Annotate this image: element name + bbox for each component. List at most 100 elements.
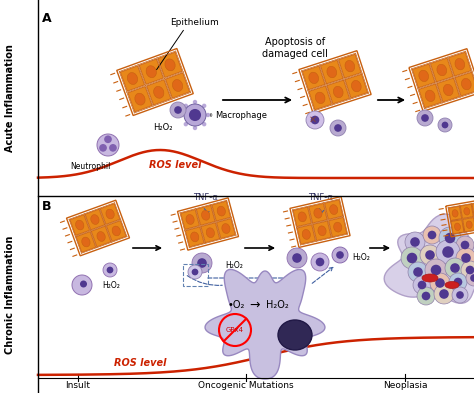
Ellipse shape (106, 209, 114, 219)
Circle shape (435, 278, 445, 288)
Circle shape (466, 270, 474, 286)
Text: A: A (42, 12, 52, 25)
Polygon shape (128, 86, 152, 112)
Polygon shape (212, 201, 230, 221)
Ellipse shape (206, 228, 214, 238)
Ellipse shape (298, 212, 306, 222)
Text: H₂O₂: H₂O₂ (352, 253, 370, 263)
Circle shape (461, 253, 471, 263)
Ellipse shape (314, 208, 322, 218)
Circle shape (422, 292, 430, 300)
Circle shape (434, 284, 454, 304)
Text: •O₂: •O₂ (228, 300, 245, 310)
Polygon shape (338, 54, 361, 78)
Circle shape (202, 122, 206, 127)
Circle shape (202, 104, 206, 108)
Text: Chronic Inflammation: Chronic Inflammation (5, 236, 15, 354)
Circle shape (454, 278, 462, 286)
Circle shape (430, 273, 450, 293)
Circle shape (439, 289, 449, 299)
Circle shape (425, 259, 447, 281)
Polygon shape (313, 221, 331, 241)
Polygon shape (146, 80, 171, 105)
Text: ROS level: ROS level (149, 160, 201, 170)
Polygon shape (437, 78, 459, 102)
Ellipse shape (278, 320, 312, 350)
Ellipse shape (437, 64, 447, 76)
Circle shape (103, 263, 117, 277)
Ellipse shape (222, 224, 230, 233)
Polygon shape (419, 84, 441, 108)
Polygon shape (309, 204, 327, 223)
Circle shape (439, 227, 461, 249)
Circle shape (423, 226, 441, 244)
Text: Insult: Insult (65, 381, 91, 390)
Text: H₂O₂: H₂O₂ (225, 261, 243, 270)
Ellipse shape (318, 226, 326, 236)
Ellipse shape (464, 208, 470, 215)
Circle shape (461, 261, 474, 279)
Polygon shape (217, 219, 235, 239)
Circle shape (104, 136, 112, 143)
Circle shape (336, 251, 344, 259)
Circle shape (450, 263, 460, 273)
Text: TNF-α: TNF-α (192, 193, 218, 202)
Circle shape (436, 240, 460, 264)
Ellipse shape (201, 210, 210, 220)
Circle shape (99, 144, 107, 152)
Polygon shape (205, 270, 325, 379)
Circle shape (417, 287, 435, 305)
Polygon shape (165, 73, 190, 98)
Circle shape (206, 113, 210, 117)
Polygon shape (412, 64, 435, 88)
Polygon shape (451, 220, 464, 234)
Polygon shape (472, 202, 474, 217)
Circle shape (180, 113, 184, 117)
Circle shape (72, 275, 92, 295)
Ellipse shape (75, 220, 84, 230)
Ellipse shape (173, 79, 182, 92)
Ellipse shape (186, 215, 194, 224)
Text: Oncogenic Mutations: Oncogenic Mutations (198, 381, 294, 390)
Circle shape (438, 118, 452, 132)
Ellipse shape (315, 92, 325, 103)
Polygon shape (91, 226, 111, 247)
Polygon shape (201, 223, 219, 242)
Circle shape (192, 253, 212, 273)
Ellipse shape (345, 61, 355, 72)
Text: TNF-α: TNF-α (308, 193, 332, 202)
Polygon shape (85, 209, 105, 230)
Circle shape (80, 281, 87, 288)
Ellipse shape (422, 274, 438, 282)
Polygon shape (345, 74, 368, 98)
Ellipse shape (146, 66, 156, 77)
Ellipse shape (333, 86, 343, 98)
Polygon shape (297, 225, 315, 244)
Ellipse shape (327, 66, 337, 78)
Circle shape (456, 236, 474, 254)
Ellipse shape (445, 281, 459, 288)
Polygon shape (196, 205, 215, 225)
Ellipse shape (135, 93, 145, 105)
Ellipse shape (425, 90, 435, 101)
Circle shape (316, 258, 324, 266)
Polygon shape (139, 59, 164, 84)
Polygon shape (120, 66, 145, 91)
Circle shape (330, 120, 346, 136)
Ellipse shape (329, 205, 338, 215)
Ellipse shape (455, 59, 465, 70)
Polygon shape (384, 214, 474, 303)
Ellipse shape (452, 209, 458, 217)
Circle shape (174, 106, 182, 114)
Circle shape (456, 291, 464, 299)
Polygon shape (328, 217, 347, 237)
Ellipse shape (128, 73, 137, 84)
Circle shape (405, 232, 425, 252)
Polygon shape (325, 200, 343, 219)
Ellipse shape (165, 59, 175, 71)
Polygon shape (463, 218, 474, 232)
Circle shape (107, 266, 113, 274)
Circle shape (461, 241, 469, 249)
Ellipse shape (419, 70, 428, 82)
Ellipse shape (191, 232, 199, 242)
